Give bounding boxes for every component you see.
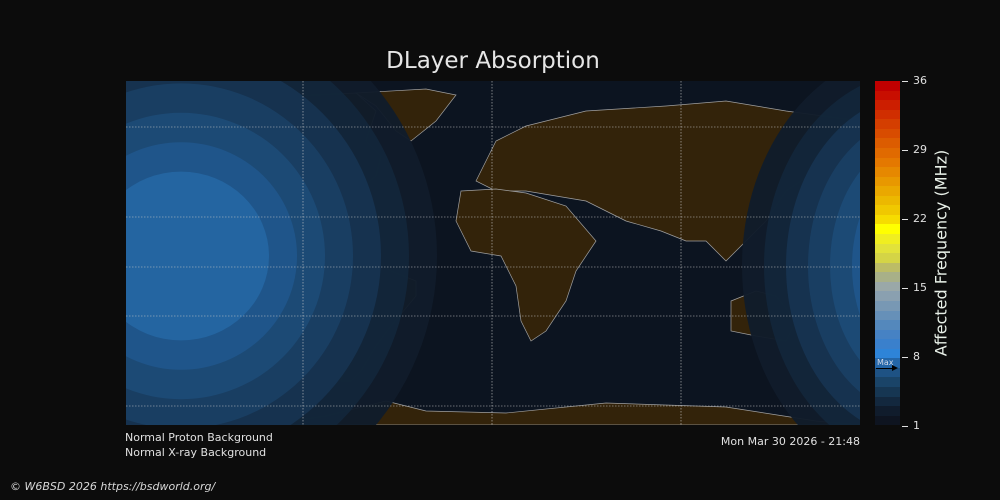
colorbar-band (875, 406, 900, 416)
contour-band (852, 217, 860, 315)
colorbar-band (875, 272, 900, 282)
colorbar-band (875, 291, 900, 301)
colorbar-band (875, 214, 900, 225)
colorbar-band (875, 339, 900, 349)
map-title: DLayer Absorption (386, 48, 600, 74)
colorbar-band (875, 176, 900, 187)
colorbar-band (875, 224, 900, 234)
absorption-contours-east (742, 81, 860, 425)
colorbar-band (875, 119, 900, 129)
contour-band (830, 171, 860, 361)
colorbar-tick: 8 (902, 350, 920, 363)
colorbar-band (875, 147, 900, 158)
colorbar-band (875, 415, 900, 426)
colorbar-band (875, 387, 900, 397)
colorbar-tick: 15 (902, 281, 927, 294)
colorbar-band (875, 262, 900, 273)
colorbar-band (875, 243, 900, 254)
colorbar-band (875, 310, 900, 321)
africa (455, 188, 597, 342)
colorbar-band (875, 81, 900, 91)
timestamp: Mon Mar 30 2026 - 21:48 (720, 435, 860, 448)
colorbar-band (875, 128, 900, 139)
colorbar-band (875, 138, 900, 148)
colorbar-band (875, 109, 900, 120)
copyright-footer: © W6BSD 2026 https://bsdworld.org/ (10, 480, 216, 493)
colorbar-band (875, 367, 900, 378)
colorbar-band (875, 281, 900, 292)
colorbar (875, 81, 900, 426)
colorbar-tick: 1 (902, 419, 920, 432)
graticule (126, 81, 860, 425)
colorbar-band (875, 358, 900, 368)
colorbar-band (875, 396, 900, 407)
contour-band (126, 171, 269, 341)
colorbar-band (875, 320, 900, 330)
colorbar-tick: 36 (902, 74, 927, 87)
colorbar-band (875, 329, 900, 340)
colorbar-band (875, 348, 900, 359)
colorbar-band (875, 157, 900, 168)
colorbar-band (875, 234, 900, 244)
xray-status: Normal X-ray Background (125, 446, 267, 459)
colorbar-label: Affected Frequency (MHz) (931, 149, 951, 357)
max-marker-arrow-icon (876, 365, 898, 371)
absorption-contours-west (126, 81, 437, 425)
colorbar-band (875, 100, 900, 110)
colorbar-band (875, 90, 900, 101)
colorbar-band (875, 186, 900, 196)
colorbar-band (875, 377, 900, 387)
proton-status: Normal Proton Background (125, 431, 273, 444)
colorbar-band (875, 167, 900, 177)
colorbar-band (875, 253, 900, 263)
colorbar-band (875, 195, 900, 206)
colorbar-band (875, 300, 900, 311)
absorption-map (126, 81, 860, 425)
colorbar-tick: 22 (902, 212, 927, 225)
max-marker-label: Max (877, 358, 894, 367)
colorbar-band (875, 205, 900, 215)
colorbar-tick: 29 (902, 143, 927, 156)
